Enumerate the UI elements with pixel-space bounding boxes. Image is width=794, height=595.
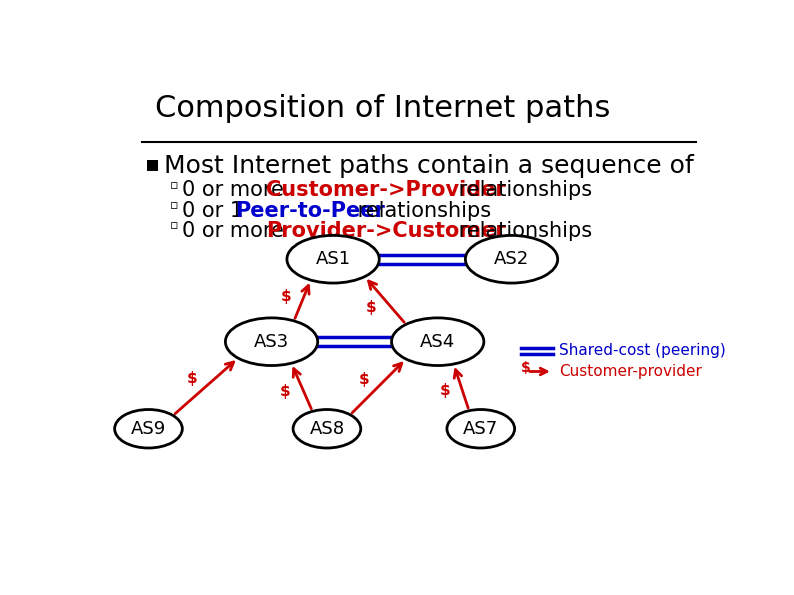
Text: Provider->Customer: Provider->Customer bbox=[267, 221, 506, 241]
Text: $: $ bbox=[280, 289, 291, 304]
Text: relationships: relationships bbox=[453, 221, 592, 241]
Ellipse shape bbox=[465, 236, 557, 283]
Ellipse shape bbox=[391, 318, 484, 365]
Text: 0 or 1: 0 or 1 bbox=[183, 201, 250, 221]
Text: Peer-to-Peer: Peer-to-Peer bbox=[235, 201, 385, 221]
Text: $: $ bbox=[365, 300, 376, 315]
Text: ▫: ▫ bbox=[170, 220, 179, 233]
Text: $: $ bbox=[439, 383, 450, 398]
Ellipse shape bbox=[447, 409, 515, 448]
Text: Customer->Provider: Customer->Provider bbox=[267, 180, 506, 201]
Ellipse shape bbox=[114, 409, 183, 448]
Text: ▫: ▫ bbox=[170, 179, 179, 192]
Text: AS7: AS7 bbox=[463, 419, 499, 438]
Text: AS1: AS1 bbox=[315, 250, 351, 268]
Text: $: $ bbox=[187, 371, 198, 386]
Text: $: $ bbox=[359, 372, 369, 387]
Text: Customer-provider: Customer-provider bbox=[559, 364, 702, 379]
Text: relationships: relationships bbox=[351, 201, 491, 221]
Text: Shared-cost (peering): Shared-cost (peering) bbox=[559, 343, 726, 358]
Text: Composition of Internet paths: Composition of Internet paths bbox=[155, 94, 610, 123]
Text: AS8: AS8 bbox=[310, 419, 345, 438]
Text: AS2: AS2 bbox=[494, 250, 529, 268]
Text: AS4: AS4 bbox=[420, 333, 455, 350]
Text: AS3: AS3 bbox=[254, 333, 289, 350]
Text: AS9: AS9 bbox=[131, 419, 166, 438]
Text: ▫: ▫ bbox=[170, 199, 179, 212]
Text: 0 or more: 0 or more bbox=[183, 221, 291, 241]
Text: 0 or more: 0 or more bbox=[183, 180, 291, 201]
Text: Most Internet paths contain a sequence of: Most Internet paths contain a sequence o… bbox=[164, 154, 694, 178]
Text: relationships: relationships bbox=[453, 180, 592, 201]
Ellipse shape bbox=[225, 318, 318, 365]
Text: $: $ bbox=[280, 384, 291, 399]
Ellipse shape bbox=[287, 236, 380, 283]
Text: $: $ bbox=[521, 361, 530, 375]
Text: ▪: ▪ bbox=[145, 154, 160, 174]
Ellipse shape bbox=[293, 409, 360, 448]
